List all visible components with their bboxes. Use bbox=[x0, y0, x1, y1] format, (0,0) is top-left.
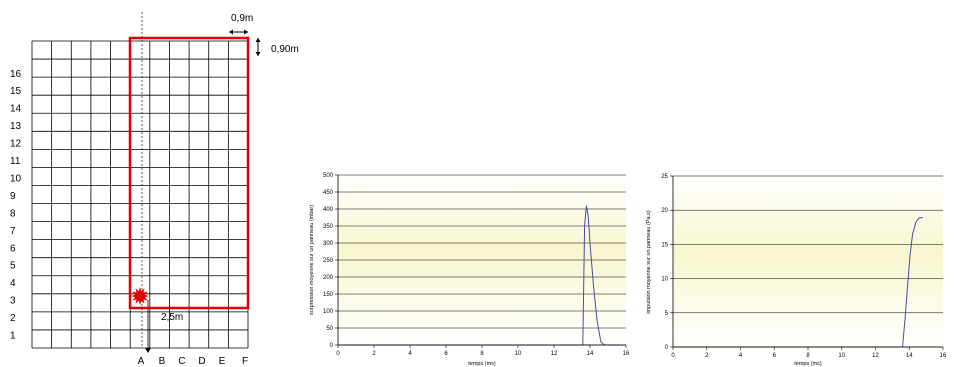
column-label: C bbox=[178, 356, 185, 367]
row-label: 10 bbox=[10, 173, 22, 184]
dimension-right: 0,90m bbox=[255, 38, 299, 56]
x-tick-label: 6 bbox=[773, 353, 777, 359]
row-label: 5 bbox=[10, 261, 16, 272]
y-tick-label: 50 bbox=[326, 326, 333, 332]
x-tick-label: 6 bbox=[444, 351, 448, 357]
impulse-chart: 0 2 4 6 8 10 12 14 16 0 5 10 15 20 25 temps (ms) impu… bbox=[646, 174, 947, 367]
x-tick-label: 8 bbox=[806, 353, 810, 359]
y-tick-label: 500 bbox=[323, 173, 334, 179]
series-line bbox=[673, 217, 923, 348]
y-tick-label: 10 bbox=[661, 277, 668, 283]
x-tick-label: 4 bbox=[408, 351, 412, 357]
row-label: 4 bbox=[10, 278, 16, 289]
x-tick-label: 14 bbox=[587, 351, 594, 357]
row-label: 11 bbox=[10, 156, 21, 167]
y-tick-label: 5 bbox=[665, 311, 669, 317]
column-label: F bbox=[242, 356, 248, 367]
x-tick-label: 2 bbox=[372, 351, 376, 357]
column-label: B bbox=[159, 356, 166, 367]
x-tick-label: 4 bbox=[739, 353, 743, 359]
overpressure-chart: 0 2 4 6 8 10 12 14 16 0 50 100 150 200 250 300 350 400 45… bbox=[309, 173, 630, 367]
x-tick-label: 10 bbox=[838, 353, 845, 359]
y-tick-label: 15 bbox=[661, 242, 668, 248]
dim-right-label: 0,90m bbox=[271, 44, 299, 55]
y-tick-label: 300 bbox=[323, 241, 334, 247]
row-label: 16 bbox=[10, 69, 22, 80]
x-tick-label: 12 bbox=[872, 353, 879, 359]
y-tick-label: 100 bbox=[323, 309, 334, 315]
row-label: 6 bbox=[10, 243, 16, 254]
series-line bbox=[338, 205, 626, 346]
y-axis-title: impulsion moyenne sur un panneau (Pa.s) bbox=[646, 210, 652, 314]
dim-top-label: 0,9m bbox=[231, 13, 253, 24]
row-label: 7 bbox=[10, 226, 16, 237]
x-tick-label: 8 bbox=[480, 351, 484, 357]
x-axis-title: temps (ms) bbox=[468, 361, 496, 367]
y-tick-label: 0 bbox=[330, 343, 334, 349]
row-label: 15 bbox=[10, 86, 22, 97]
y-tick-label: 25 bbox=[661, 174, 668, 180]
x-tick-label: 16 bbox=[623, 351, 630, 357]
row-label: 13 bbox=[10, 121, 22, 132]
y-axis-title: surpression moyenne sur un panneau (mbar… bbox=[309, 205, 315, 315]
row-label: 1 bbox=[10, 331, 16, 342]
distance-label: 2,5m bbox=[161, 312, 183, 323]
x-tick-label: 14 bbox=[906, 353, 913, 359]
target-panel-outline bbox=[128, 36, 250, 310]
row-label: 3 bbox=[10, 296, 16, 307]
arrow-head bbox=[145, 348, 151, 353]
dimension-top: 0,9m bbox=[229, 13, 253, 35]
y-tick-label: 450 bbox=[323, 190, 334, 196]
x-tick-label: 0 bbox=[336, 351, 340, 357]
y-tick-label: 20 bbox=[661, 208, 668, 214]
column-label: A bbox=[138, 356, 145, 367]
row-label: 12 bbox=[10, 139, 22, 150]
column-label: E bbox=[219, 356, 226, 367]
row-label: 9 bbox=[10, 191, 16, 202]
explosive-charge-icon bbox=[131, 287, 149, 305]
x-tick-label: 10 bbox=[515, 351, 522, 357]
y-tick-label: 150 bbox=[323, 292, 334, 298]
x-tick-label: 16 bbox=[940, 353, 947, 359]
x-tick-label: 0 bbox=[671, 353, 675, 359]
row-label: 14 bbox=[10, 104, 22, 115]
y-tick-label: 250 bbox=[323, 258, 334, 264]
x-tick-label: 12 bbox=[551, 351, 558, 357]
y-tick-label: 200 bbox=[323, 275, 334, 281]
x-tick-label: 2 bbox=[705, 353, 709, 359]
y-tick-label: 350 bbox=[323, 224, 334, 230]
x-axis-title: temps (ms) bbox=[794, 361, 822, 367]
plot-area bbox=[673, 176, 943, 347]
row-label: 8 bbox=[10, 208, 16, 219]
y-tick-label: 400 bbox=[323, 207, 334, 213]
y-tick-label: 0 bbox=[665, 345, 669, 351]
row-label: 2 bbox=[10, 313, 16, 324]
column-label: D bbox=[198, 356, 205, 367]
